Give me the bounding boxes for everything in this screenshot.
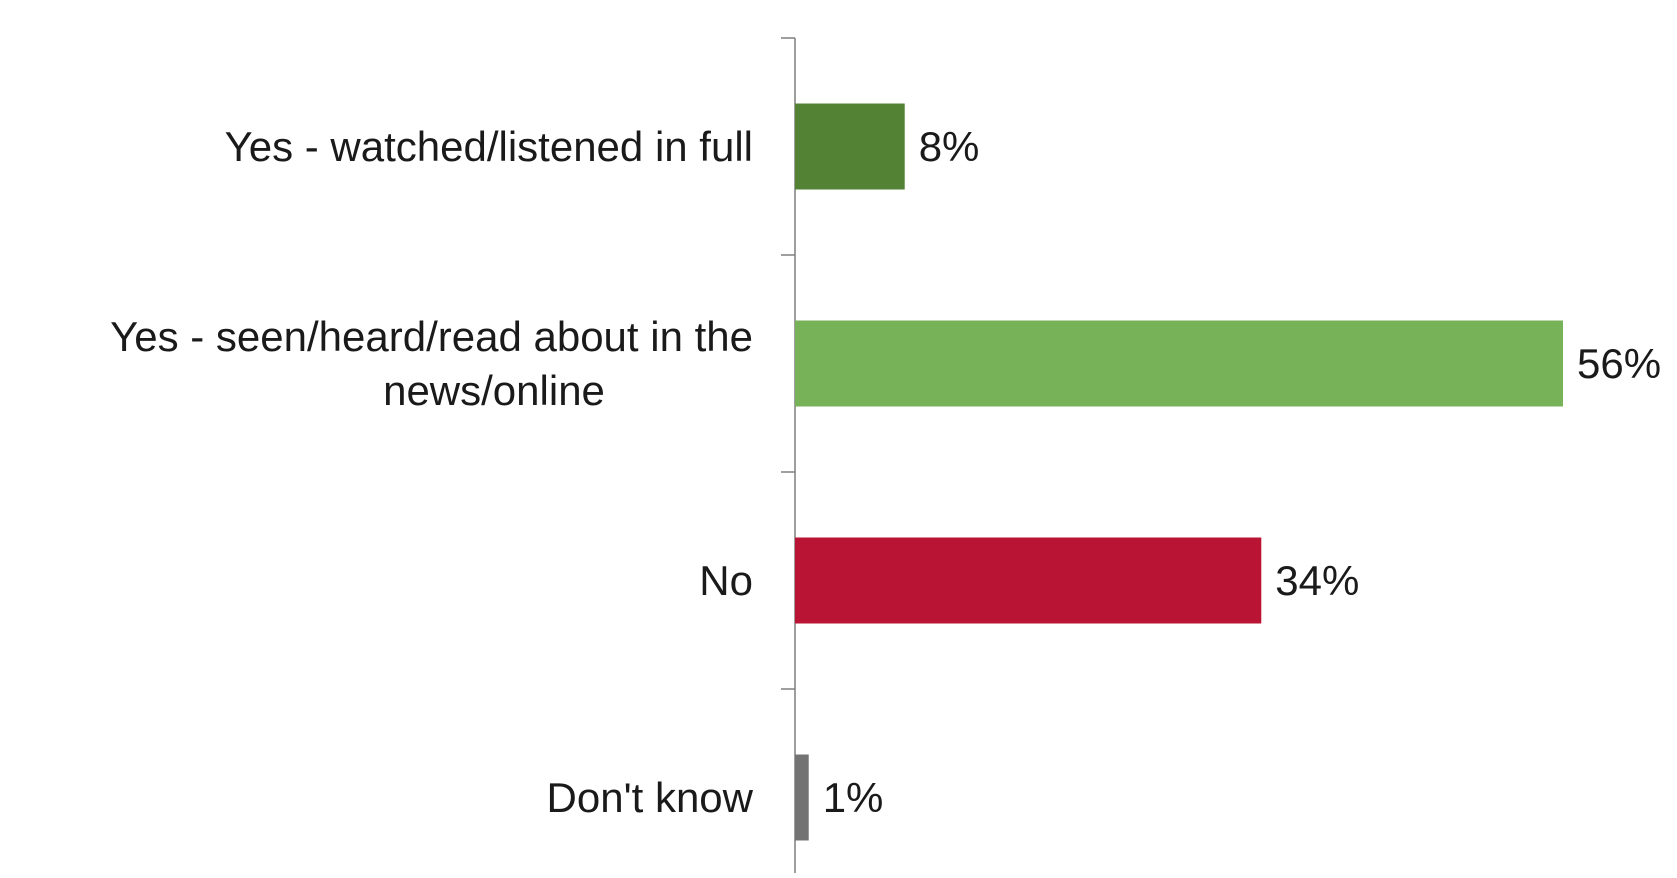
category-label: No (699, 557, 753, 604)
data-label: 56% (1577, 340, 1661, 387)
category-label: Yes - seen/heard/read about in the news/o… (110, 313, 753, 414)
category-label: Don't know (547, 774, 754, 821)
category-label-line: Don't know (547, 774, 754, 821)
bar (795, 103, 905, 190)
bar (795, 537, 1262, 624)
data-label: 8% (919, 123, 980, 170)
category-label-line: Yes - seen/heard/read about in the (110, 313, 753, 360)
category-label: Yes - watched/listened in full (225, 123, 753, 170)
data-label: 1% (823, 774, 884, 821)
bar (795, 754, 809, 841)
data-label: 34% (1275, 557, 1359, 604)
bar (795, 320, 1563, 407)
category-label-line: news/online (383, 367, 605, 414)
category-label-line: No (699, 557, 753, 604)
category-label-line: Yes - watched/listened in full (225, 123, 753, 170)
